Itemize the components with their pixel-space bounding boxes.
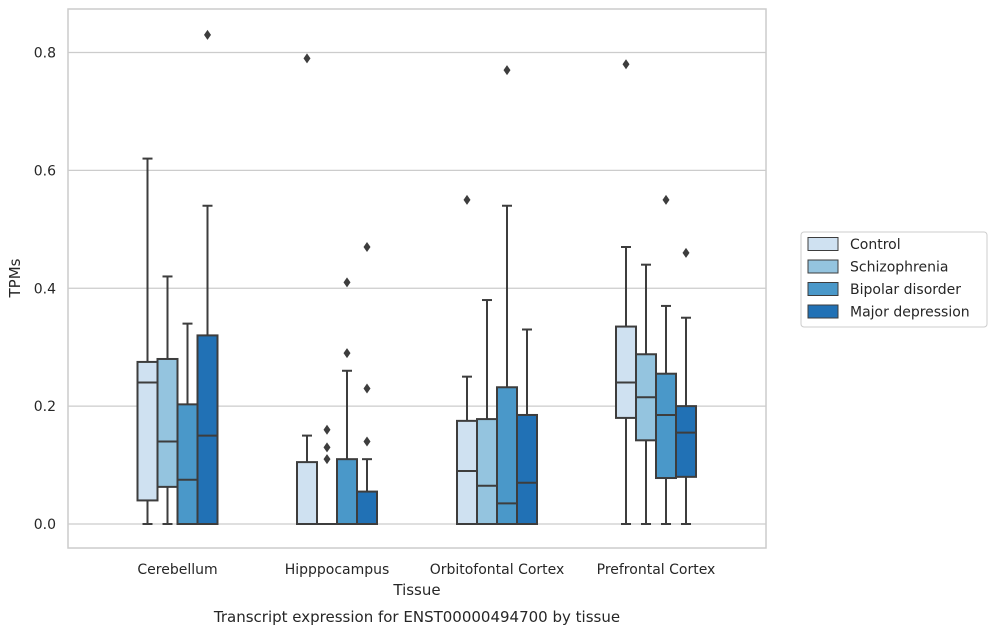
x-tick-label: Hipppocampus (285, 562, 390, 578)
outlier-point (343, 348, 351, 359)
box-2-1 (476, 299, 498, 525)
outlier-point (323, 442, 331, 453)
y-tick-label: 0.6 (34, 163, 56, 179)
legend-swatch (807, 282, 839, 296)
box-0-1 (156, 275, 179, 525)
legend-label: Major depression (850, 305, 970, 321)
outlier-point (323, 454, 331, 465)
box-3-0 (615, 59, 637, 525)
box-iqr (476, 418, 498, 525)
outlier-point (662, 194, 670, 205)
box-iqr (655, 372, 677, 480)
legend-swatch (807, 237, 839, 251)
box-3-3 (675, 247, 697, 525)
legend-label: Schizophrenia (850, 260, 948, 276)
legend-frame (800, 231, 988, 328)
legend-label: Control (850, 237, 901, 253)
box-iqr (675, 405, 697, 478)
box-0-2 (176, 322, 199, 525)
x-tick-label: Cerebellum (137, 562, 217, 578)
box-1-1 (317, 424, 337, 525)
box-iqr (516, 413, 538, 526)
x-axis-label: Tissue (392, 581, 440, 599)
box-1-2 (336, 277, 358, 526)
outlier-point (363, 383, 371, 394)
legend-entry: Control (807, 237, 901, 253)
box-iqr (615, 325, 637, 419)
outlier-point (204, 29, 211, 40)
box-2-3 (516, 328, 538, 526)
y-tick-label: 0.4 (34, 281, 56, 297)
box-iqr (456, 419, 478, 525)
legend-label: Bipolar disorder (850, 282, 961, 298)
box-0-3 (196, 29, 219, 525)
outlier-point (363, 241, 371, 252)
box-layer (136, 29, 697, 526)
y-tick-label: 0.2 (34, 399, 56, 415)
legend-swatch (807, 259, 839, 274)
box-3-1 (635, 263, 657, 525)
outlier-point (622, 59, 630, 70)
outlier-point (503, 65, 511, 76)
box-iqr (156, 357, 179, 488)
legend-swatch (807, 304, 839, 319)
box-2-0 (456, 194, 478, 525)
box-iqr (196, 334, 219, 525)
legend-entry: Major depression (807, 304, 970, 321)
legend-entry: Bipolar disorder (807, 282, 961, 298)
box-0-0 (136, 157, 159, 525)
y-axis-label: TPMs (6, 258, 24, 298)
outlier-point (363, 436, 371, 447)
box-iqr (296, 461, 318, 526)
legend-entry: Schizophrenia (807, 259, 948, 276)
box-iqr (356, 490, 378, 526)
plot-area-frame (67, 8, 767, 549)
box-iqr (336, 458, 358, 526)
outlier-point (463, 194, 471, 205)
chart-caption: Transcript expression for ENST0000049470… (213, 608, 620, 626)
box-3-2 (655, 194, 677, 525)
legend-items: Control Schizophrenia Bipolar disorder Majo… (807, 237, 970, 321)
y-tick-label: 0.8 (34, 46, 56, 62)
outlier-point (323, 424, 331, 435)
legend: Control Schizophrenia Bipolar disorder Majo… (800, 231, 988, 328)
box-iqr (176, 403, 199, 525)
box-1-3 (356, 241, 378, 526)
x-tick-label: Prefrontal Cortex (597, 562, 716, 578)
x-tick-label: Orbitofontal Cortex (430, 562, 565, 578)
y-tick-label: 0.0 (34, 517, 56, 533)
y-tick-labels: 0.0 0.2 0.4 0.6 0.8 (34, 46, 56, 534)
outlier-point (343, 277, 351, 288)
outlier-point (303, 53, 311, 64)
x-tick-labels: Cerebellum Hipppocampus Orbitofontal Corte… (137, 562, 715, 578)
box-2-2 (496, 65, 518, 526)
box-1-0 (296, 53, 318, 526)
outlier-point (682, 247, 690, 258)
